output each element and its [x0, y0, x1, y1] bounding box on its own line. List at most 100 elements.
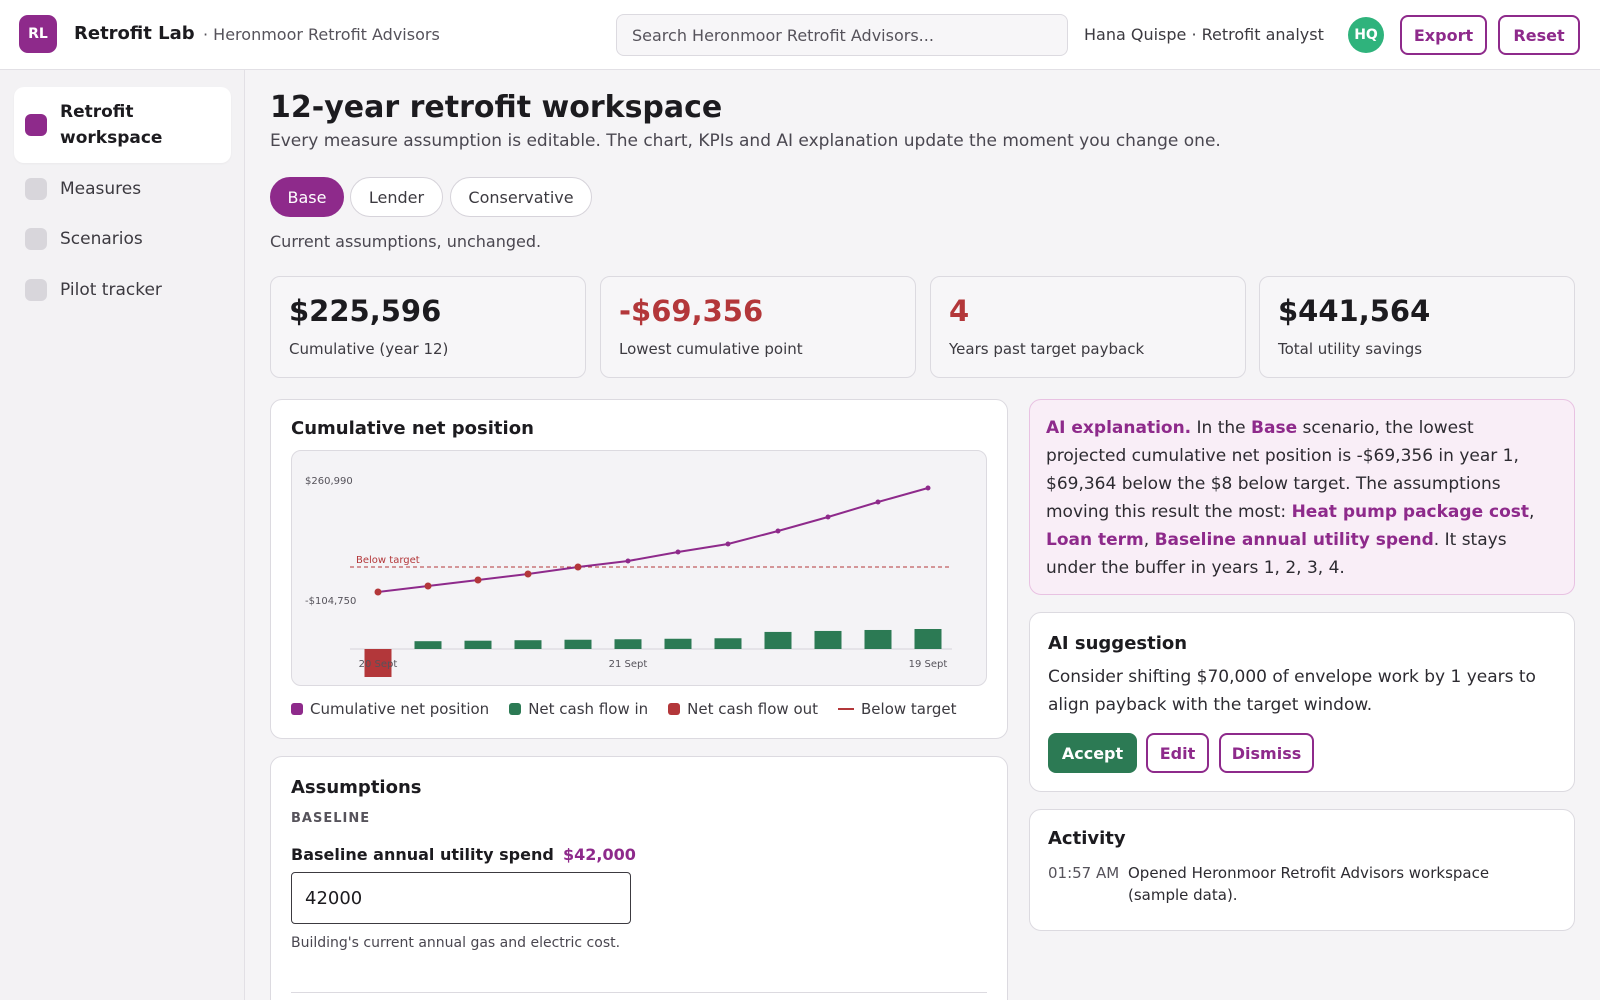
tab-base[interactable]: Base: [270, 177, 344, 217]
ai-driver-link[interactable]: Baseline annual utility spend: [1154, 530, 1434, 550]
legend-item-target: Below target: [838, 700, 957, 718]
y-tick-label: $260,990: [305, 476, 353, 487]
reset-button[interactable]: Reset: [1498, 15, 1580, 55]
bar-net-cash-in: [414, 641, 442, 649]
legend-label: Below target: [861, 700, 957, 718]
activity-card: Activity 01:57 AM Opened Heronmoor Retro…: [1029, 809, 1575, 931]
bar-net-cash-in: [664, 638, 692, 649]
kpi-value: $441,564: [1278, 294, 1431, 328]
kpi-card-cumulative: $225,596 Cumulative (year 12): [270, 276, 586, 378]
search-input[interactable]: [616, 14, 1068, 56]
dismiss-button[interactable]: Dismiss: [1219, 733, 1314, 773]
edit-button[interactable]: Edit: [1146, 733, 1209, 773]
sidebar-item-scenarios[interactable]: Scenarios: [14, 219, 231, 259]
kpi-value: -$69,356: [619, 294, 764, 328]
bar-net-cash-in: [814, 630, 842, 649]
ai-driver-link[interactable]: Heat pump package cost: [1291, 502, 1530, 522]
x-tick-label: 20 Sept: [359, 659, 398, 670]
kpi-card-years-past-target: 4 Years past target payback: [930, 276, 1246, 378]
cumulative-point: [574, 563, 582, 571]
assumptions-title: Assumptions: [291, 777, 422, 798]
baseline-spend-display: $42,000: [563, 845, 636, 864]
cumulative-point: [725, 541, 731, 547]
baseline-spend-input[interactable]: [291, 872, 631, 924]
ai-suggestion-card: AI suggestion Consider shifting $70,000 …: [1029, 612, 1575, 792]
bar-net-cash-in: [564, 639, 592, 649]
chart-card: Cumulative net position Below target $260…: [270, 399, 1008, 739]
chart-plot-area: Below target $260,990 -$104,750 20 Sept 21 S…: [291, 450, 987, 686]
legend-swatch-icon: [291, 703, 303, 715]
ai-suggestion-text: Consider shifting $70,000 of envelope wo…: [1048, 667, 1536, 715]
tab-lender[interactable]: Lender: [350, 177, 443, 217]
cumulative-point: [424, 582, 432, 590]
nav-square-icon: [25, 228, 47, 250]
kpi-card-lowest-point: -$69,356 Lowest cumulative point: [600, 276, 916, 378]
cumulative-point: [474, 576, 482, 584]
activity-time: 01:57 AM: [1048, 864, 1120, 882]
cumulative-chart: Below target $260,990 -$104,750 20 Sept 21 S…: [305, 476, 952, 677]
cumulative-line: [377, 487, 929, 593]
bar-net-cash-in: [464, 640, 492, 649]
bar-net-cash-in: [614, 639, 642, 649]
user-name: Hana Quispe · Retrofit analyst: [1084, 25, 1324, 44]
baseline-spend-help: Building's current annual gas and electr…: [291, 935, 621, 951]
app-name: Retrofit Lab: [74, 23, 195, 44]
export-button[interactable]: Export: [1400, 15, 1487, 55]
app-logo[interactable]: RL: [19, 15, 57, 53]
baseline-spend-label: Baseline annual utility spend: [291, 845, 554, 864]
bar-net-cash-in: [764, 631, 792, 649]
legend-item-in: Net cash flow in: [509, 700, 648, 718]
cumulative-point: [524, 570, 532, 578]
top-bar: RL Retrofit Lab · Heronmoor Retrofit Adv…: [0, 0, 1600, 70]
cumulative-point: [825, 514, 831, 520]
kpi-label: Lowest cumulative point: [619, 340, 803, 358]
ai-driver-link[interactable]: Loan term: [1046, 530, 1144, 550]
cumulative-point: [675, 549, 681, 555]
kpi-value: $225,596: [289, 294, 442, 328]
sidebar-item-label: Pilot tracker: [60, 280, 162, 300]
kpi-label: Years past target payback: [949, 340, 1145, 358]
legend-swatch-icon: [509, 703, 522, 715]
kpi-label: Total utility savings: [1278, 340, 1423, 358]
ai-explanation-lead: AI explanation.: [1046, 418, 1192, 438]
nav-square-icon: [25, 279, 47, 301]
ai-explanation-scenario: Base: [1251, 418, 1298, 438]
x-tick-label: 19 Sept: [909, 659, 948, 670]
legend-label: Cumulative net position: [310, 700, 490, 718]
chart-title: Cumulative net position: [291, 418, 534, 439]
nav-square-icon: [25, 114, 47, 136]
legend-label: Net cash flow out: [687, 700, 819, 718]
kpi-label: Cumulative (year 12): [289, 340, 449, 358]
legend-item-out: Net cash flow out: [668, 700, 818, 718]
page-title: 12-year retrofit workspace: [270, 90, 723, 125]
bar-net-cash-out: [364, 649, 392, 677]
ai-explanation-text: scenario, the lowest projected cumulativ…: [1046, 418, 1519, 522]
organization-name: · Heronmoor Retrofit Advisors: [203, 25, 440, 44]
legend-swatch-icon: [668, 703, 681, 715]
ai-explanation-text: ,: [1529, 502, 1535, 522]
cumulative-point: [775, 528, 781, 534]
nav-square-icon: [25, 178, 47, 200]
kpi-value: 4: [949, 294, 970, 328]
sidebar-item-pilot-tracker[interactable]: Pilot tracker: [14, 270, 231, 310]
sidebar-item-retrofit-workspace[interactable]: Retrofit workspace: [14, 87, 231, 163]
x-tick-label: 21 Sept: [609, 659, 648, 670]
bar-net-cash-in: [864, 629, 892, 649]
ai-explanation-text: ,: [1143, 530, 1155, 550]
legend-item-cumulative: Cumulative net position: [291, 700, 489, 718]
bar-net-cash-in: [914, 629, 942, 649]
tab-conservative[interactable]: Conservative: [450, 177, 592, 217]
cumulative-point: [374, 588, 382, 596]
ai-suggestion-title: AI suggestion: [1048, 633, 1188, 654]
sidebar-item-label: Measures: [60, 179, 142, 199]
accept-button[interactable]: Accept: [1048, 733, 1137, 773]
scenario-status: Current assumptions, unchanged.: [270, 232, 542, 251]
cumulative-point: [625, 558, 631, 564]
ai-explanation-text: . It stays under the buffer in years 1, …: [1046, 530, 1507, 578]
bar-net-cash-in: [714, 638, 742, 649]
avatar[interactable]: HQ: [1348, 17, 1384, 53]
ai-explanation-panel: AI explanation. In the Base scenario, th…: [1029, 399, 1575, 595]
sidebar-item-measures[interactable]: Measures: [14, 169, 231, 209]
legend-label: Net cash flow in: [528, 700, 649, 718]
cumulative-point: [875, 499, 881, 505]
